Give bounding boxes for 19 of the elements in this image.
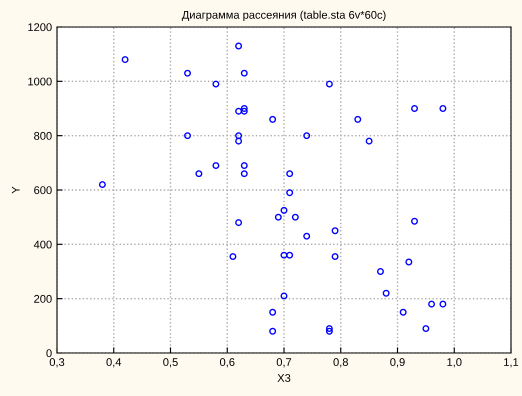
x-tick-label: 0,5 bbox=[163, 358, 178, 368]
y-tick-label: 200 bbox=[34, 294, 52, 303]
x-tick-label: 1,1 bbox=[504, 358, 518, 368]
x-tick-label: 0,3 bbox=[50, 358, 64, 368]
y-tick-label: 0 bbox=[46, 349, 52, 358]
x-tick-label: 0,8 bbox=[333, 358, 348, 368]
y-tick-label: 600 bbox=[34, 186, 52, 194]
x-tick-label: 0,9 bbox=[390, 358, 405, 368]
y-tick-label: 800 bbox=[34, 132, 52, 140]
x-tick-label: 0,4 bbox=[106, 358, 122, 368]
x-axis-title: X3 bbox=[277, 374, 290, 382]
y-tick-label: 1200 bbox=[28, 23, 52, 32]
chart-title: Диаграмма рассеяния (table.sta 6v*60c) bbox=[182, 10, 386, 21]
y-tick-label: 1000 bbox=[28, 78, 52, 86]
y-tick-label: 400 bbox=[34, 240, 52, 248]
y-axis-title: Y bbox=[12, 186, 20, 194]
x-tick-label: 0,6 bbox=[220, 358, 234, 368]
x-tick-label: 0,7 bbox=[276, 358, 292, 368]
x-tick-label: 1,0 bbox=[447, 358, 462, 368]
